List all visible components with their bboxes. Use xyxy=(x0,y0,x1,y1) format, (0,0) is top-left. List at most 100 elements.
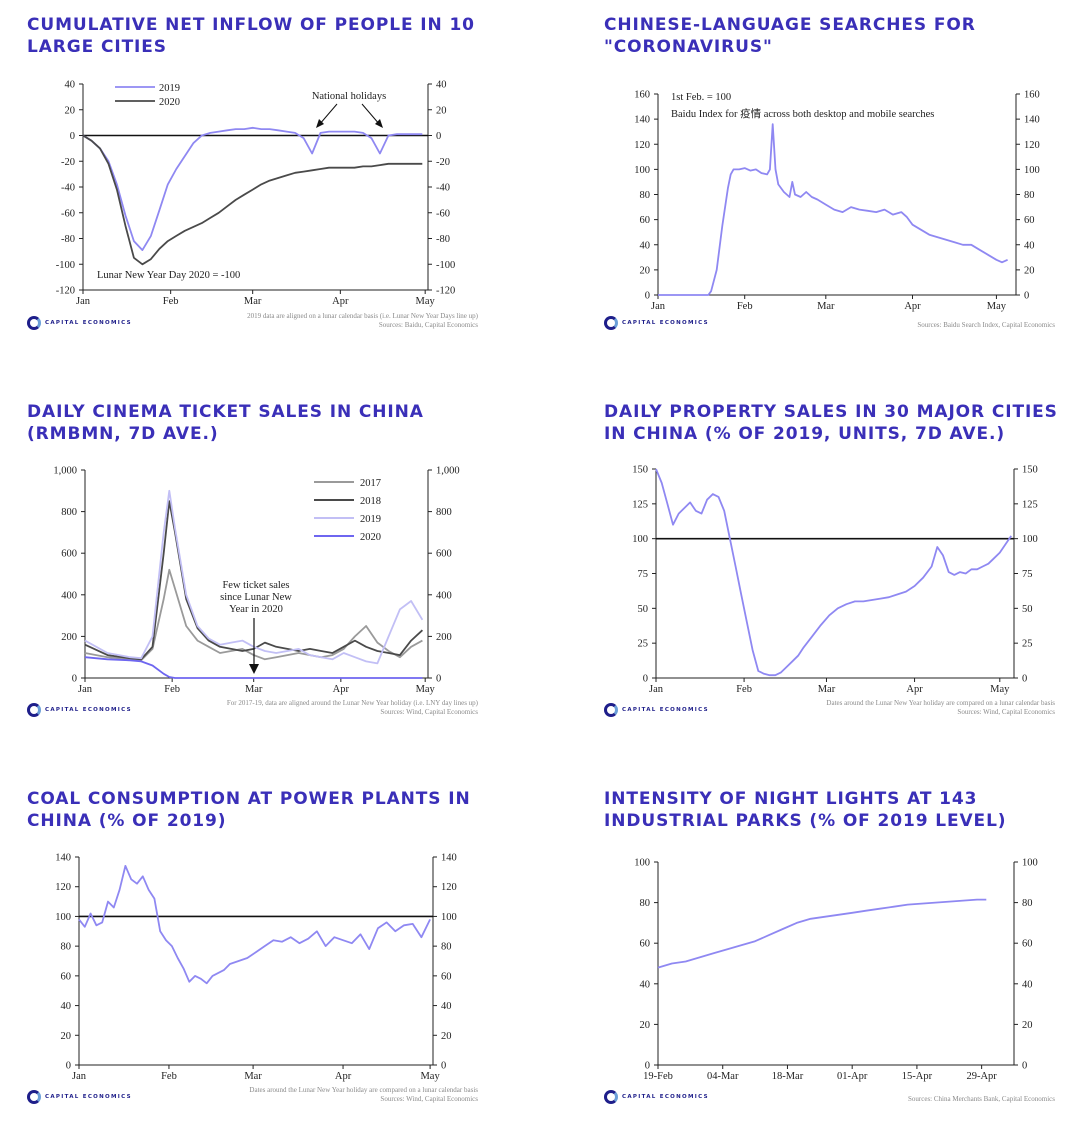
y-tick-label: 20 xyxy=(1022,1020,1033,1031)
chart-title: DAILY CINEMA TICKET SALES IN CHINA (RMBM… xyxy=(27,402,424,444)
y-tick-label: 80 xyxy=(61,942,72,953)
chart-title: DAILY PROPERTY SALES IN 30 MAJOR CITIES … xyxy=(604,402,1058,444)
x-tick-label: Mar xyxy=(244,296,262,307)
y-tick-label: 40 xyxy=(441,1001,452,1012)
logo-text: CAPITAL ECONOMICS xyxy=(622,1094,709,1100)
capital-economics-logo: CAPITAL ECONOMICS xyxy=(604,316,709,330)
y-tick-label: 100 xyxy=(441,912,457,923)
logo-text: CAPITAL ECONOMICS xyxy=(45,707,132,713)
y-tick-label: 0 xyxy=(1024,291,1029,302)
logo-icon xyxy=(604,316,618,330)
y-tick-label: 140 xyxy=(55,853,71,864)
y-tick-label: 25 xyxy=(638,639,649,650)
chart-svg: 160 160 140 140 120 120 100 100 80 80 60 60 40 40 20 20… xyxy=(634,90,1040,313)
y-tick-label: 60 xyxy=(1022,939,1033,950)
logo-icon xyxy=(604,1090,618,1104)
x-tick-label: May xyxy=(416,296,436,307)
y-tick-label: 20 xyxy=(640,1020,651,1031)
x-tick-label: Feb xyxy=(736,684,752,695)
y-tick-label: 400 xyxy=(436,590,452,601)
annotation-lny: Lunar New Year Day 2020 = -100 xyxy=(97,270,240,281)
logo-text: CAPITAL ECONOMICS xyxy=(622,707,709,713)
chart-source: Sources: Wind, Capital Economics xyxy=(380,708,478,716)
chart-title: INTENSITY OF NIGHT LIGHTS AT 143 INDUSTR… xyxy=(604,789,1007,831)
capital-economics-logo: CAPITAL ECONOMICS xyxy=(27,1090,132,1104)
y-tick-label: 50 xyxy=(1022,604,1033,615)
y-tick-label: 120 xyxy=(55,882,71,893)
logo-icon xyxy=(27,703,41,717)
y-tick-label: 140 xyxy=(634,115,650,126)
y-tick-label: 80 xyxy=(640,898,651,909)
y-tick-label: 40 xyxy=(61,1001,72,1012)
annotation-arrow xyxy=(318,103,338,126)
chart-title: COAL CONSUMPTION AT POWER PLANTS IN CHIN… xyxy=(27,789,471,831)
capital-economics-logo: CAPITAL ECONOMICS xyxy=(27,316,132,330)
y-tick-label: 25 xyxy=(1022,639,1033,650)
y-tick-label: 120 xyxy=(634,140,650,151)
logo-text: CAPITAL ECONOMICS xyxy=(622,320,709,326)
legend-label-2020: 2020 xyxy=(360,532,381,543)
y-tick-label: 60 xyxy=(61,971,72,982)
y-tick-label: 75 xyxy=(638,569,649,580)
annotation-arrowhead xyxy=(316,119,324,128)
y-tick-label: 150 xyxy=(1022,465,1038,476)
chart-panel-4: DAILY PROPERTY SALES IN 30 MAJOR CITIES … xyxy=(604,401,1069,761)
y-tick-label: -20 xyxy=(436,157,450,168)
x-tick-label: Apr xyxy=(332,296,349,307)
chart-panel-1: CUMULATIVE NET INFLOW OF PEOPLE IN 10 LA… xyxy=(27,14,497,374)
x-tick-label: Jan xyxy=(72,1071,87,1082)
capital-economics-logo: CAPITAL ECONOMICS xyxy=(27,703,132,717)
x-tick-label: May xyxy=(420,1071,440,1082)
y-tick-label: 0 xyxy=(436,131,441,142)
y-tick-label: 80 xyxy=(1024,190,1035,201)
legend-label-2018: 2018 xyxy=(360,496,381,507)
y-tick-label: 100 xyxy=(1024,165,1040,176)
y-tick-label: 100 xyxy=(55,912,71,923)
chart-footnote: 2019 data are aligned on a lunar calenda… xyxy=(247,312,478,320)
y-tick-label: 40 xyxy=(1022,979,1033,990)
y-tick-label: 120 xyxy=(1024,140,1040,151)
chart-source: Sources: Wind, Capital Economics xyxy=(957,708,1055,716)
y-tick-label: 1,000 xyxy=(436,466,460,477)
y-tick-label: -60 xyxy=(436,208,450,219)
series-line-series-1 xyxy=(78,865,431,985)
y-tick-label: 0 xyxy=(645,291,650,302)
y-tick-label: -40 xyxy=(61,183,75,194)
chart-panel-6: INTENSITY OF NIGHT LIGHTS AT 143 INDUSTR… xyxy=(604,788,1069,1148)
series-line-series-1 xyxy=(657,898,987,969)
y-tick-label: 125 xyxy=(1022,499,1038,510)
x-tick-label: Mar xyxy=(244,1071,262,1082)
series-line-2019 xyxy=(84,489,424,665)
x-tick-label: Apr xyxy=(904,301,921,312)
y-tick-label: 50 xyxy=(638,604,649,615)
y-tick-label: 0 xyxy=(436,674,441,685)
annotation-arrowhead xyxy=(249,664,259,674)
x-tick-label: Jan xyxy=(651,301,666,312)
y-tick-label: 20 xyxy=(441,1031,452,1042)
y-tick-label: -40 xyxy=(436,183,450,194)
x-tick-label: Feb xyxy=(737,301,753,312)
logo-icon xyxy=(604,703,618,717)
legend-label-2020: 2020 xyxy=(159,97,180,108)
y-tick-label: -100 xyxy=(436,260,455,271)
y-tick-label: 80 xyxy=(441,942,452,953)
chart-footnote: For 2017-19, data are aligned around the… xyxy=(226,699,478,707)
chart-footnote: Dates around the Lunar New Year holiday … xyxy=(249,1086,478,1094)
chart-source: Sources: Wind, Capital Economics xyxy=(380,1095,478,1103)
y-tick-label: 160 xyxy=(1024,90,1040,101)
y-tick-label: 20 xyxy=(1024,265,1035,276)
x-tick-label: 19-Feb xyxy=(643,1071,673,1082)
x-tick-label: Jan xyxy=(76,296,91,307)
y-tick-label: 100 xyxy=(1022,858,1038,869)
x-tick-label: Mar xyxy=(818,684,836,695)
legend-label-2017: 2017 xyxy=(360,478,381,489)
chart-source: Sources: Baidu Search Index, Capital Eco… xyxy=(917,321,1055,329)
x-tick-label: 15-Apr xyxy=(902,1071,933,1082)
y-tick-label: -120 xyxy=(56,286,75,297)
y-tick-label: 40 xyxy=(1024,240,1035,251)
y-tick-label: 600 xyxy=(61,549,77,560)
annotation-arrowhead xyxy=(375,119,383,128)
